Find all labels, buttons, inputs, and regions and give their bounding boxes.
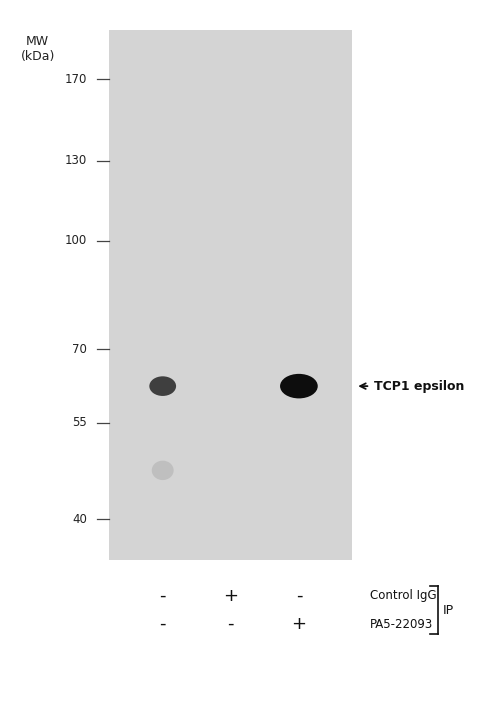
Ellipse shape [151,461,173,480]
Text: 55: 55 [72,416,87,429]
Ellipse shape [149,377,176,396]
Text: 40: 40 [72,513,87,526]
Text: 170: 170 [65,73,87,86]
Text: 130: 130 [65,155,87,168]
Text: 70: 70 [72,343,87,356]
Text: 100: 100 [65,234,87,247]
Text: TCP1 epsilon: TCP1 epsilon [373,379,464,392]
Text: -: - [295,587,302,605]
Text: -: - [159,615,165,633]
Text: +: + [291,615,306,633]
Text: Control IgG: Control IgG [369,590,436,603]
Text: -: - [159,587,165,605]
Bar [109,30,352,560]
Text: MW
(kDa): MW (kDa) [20,35,55,63]
Text: +: + [223,587,238,605]
Ellipse shape [280,374,317,398]
Text: IP: IP [442,603,453,616]
Text: PA5-22093: PA5-22093 [369,618,433,631]
Text: -: - [227,615,234,633]
